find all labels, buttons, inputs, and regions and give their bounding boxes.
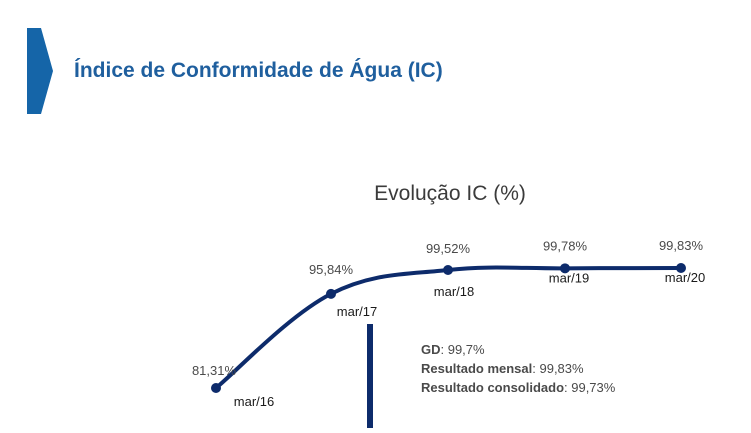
category-label-3: mar/18 xyxy=(434,284,474,299)
value-label-4: 99,78% xyxy=(543,238,588,253)
data-point-5 xyxy=(676,263,686,273)
category-label-4: mar/19 xyxy=(549,270,589,285)
summary-gd-value: : 99,7% xyxy=(440,342,485,357)
summary-gd-key: GD xyxy=(421,342,441,357)
data-point-3 xyxy=(443,265,453,276)
summary-monthly: Resultado mensal: 99,83% xyxy=(421,359,615,378)
summary-consolidated-value: : 99,73% xyxy=(564,380,616,395)
page-title: Índice de Conformidade de Água (IC) xyxy=(74,59,443,82)
category-label-2: mar/17 xyxy=(337,304,377,319)
divider-bar xyxy=(367,324,373,428)
data-point-1 xyxy=(211,383,221,393)
data-points: 81,31% mar/16 95,84% mar/17 99,52% mar/18 99,7… xyxy=(192,238,705,409)
value-label-2: 95,84% xyxy=(309,262,354,277)
value-label-1: 81,31% xyxy=(192,363,237,378)
summary-consolidated-key: Resultado consolidado xyxy=(421,380,565,395)
summary-monthly-value: : 99,83% xyxy=(532,361,584,376)
summary-gd: GD: 99,7% xyxy=(421,340,615,359)
chart-title: Evolução IC (%) xyxy=(374,182,526,205)
summary-monthly-key: Resultado mensal xyxy=(421,361,533,376)
category-label-1: mar/16 xyxy=(234,394,274,409)
summary-consolidated: Resultado consolidado: 99,73% xyxy=(421,378,615,397)
value-label-3: 99,52% xyxy=(426,241,471,256)
data-point-4 xyxy=(560,263,570,274)
series-line xyxy=(214,265,683,390)
value-label-5: 99,83% xyxy=(659,238,704,253)
category-label-5: mar/20 xyxy=(665,270,705,285)
data-point-2 xyxy=(326,288,336,299)
summary-box: GD: 99,7% Resultado mensal: 99,83% Resul… xyxy=(421,340,615,397)
